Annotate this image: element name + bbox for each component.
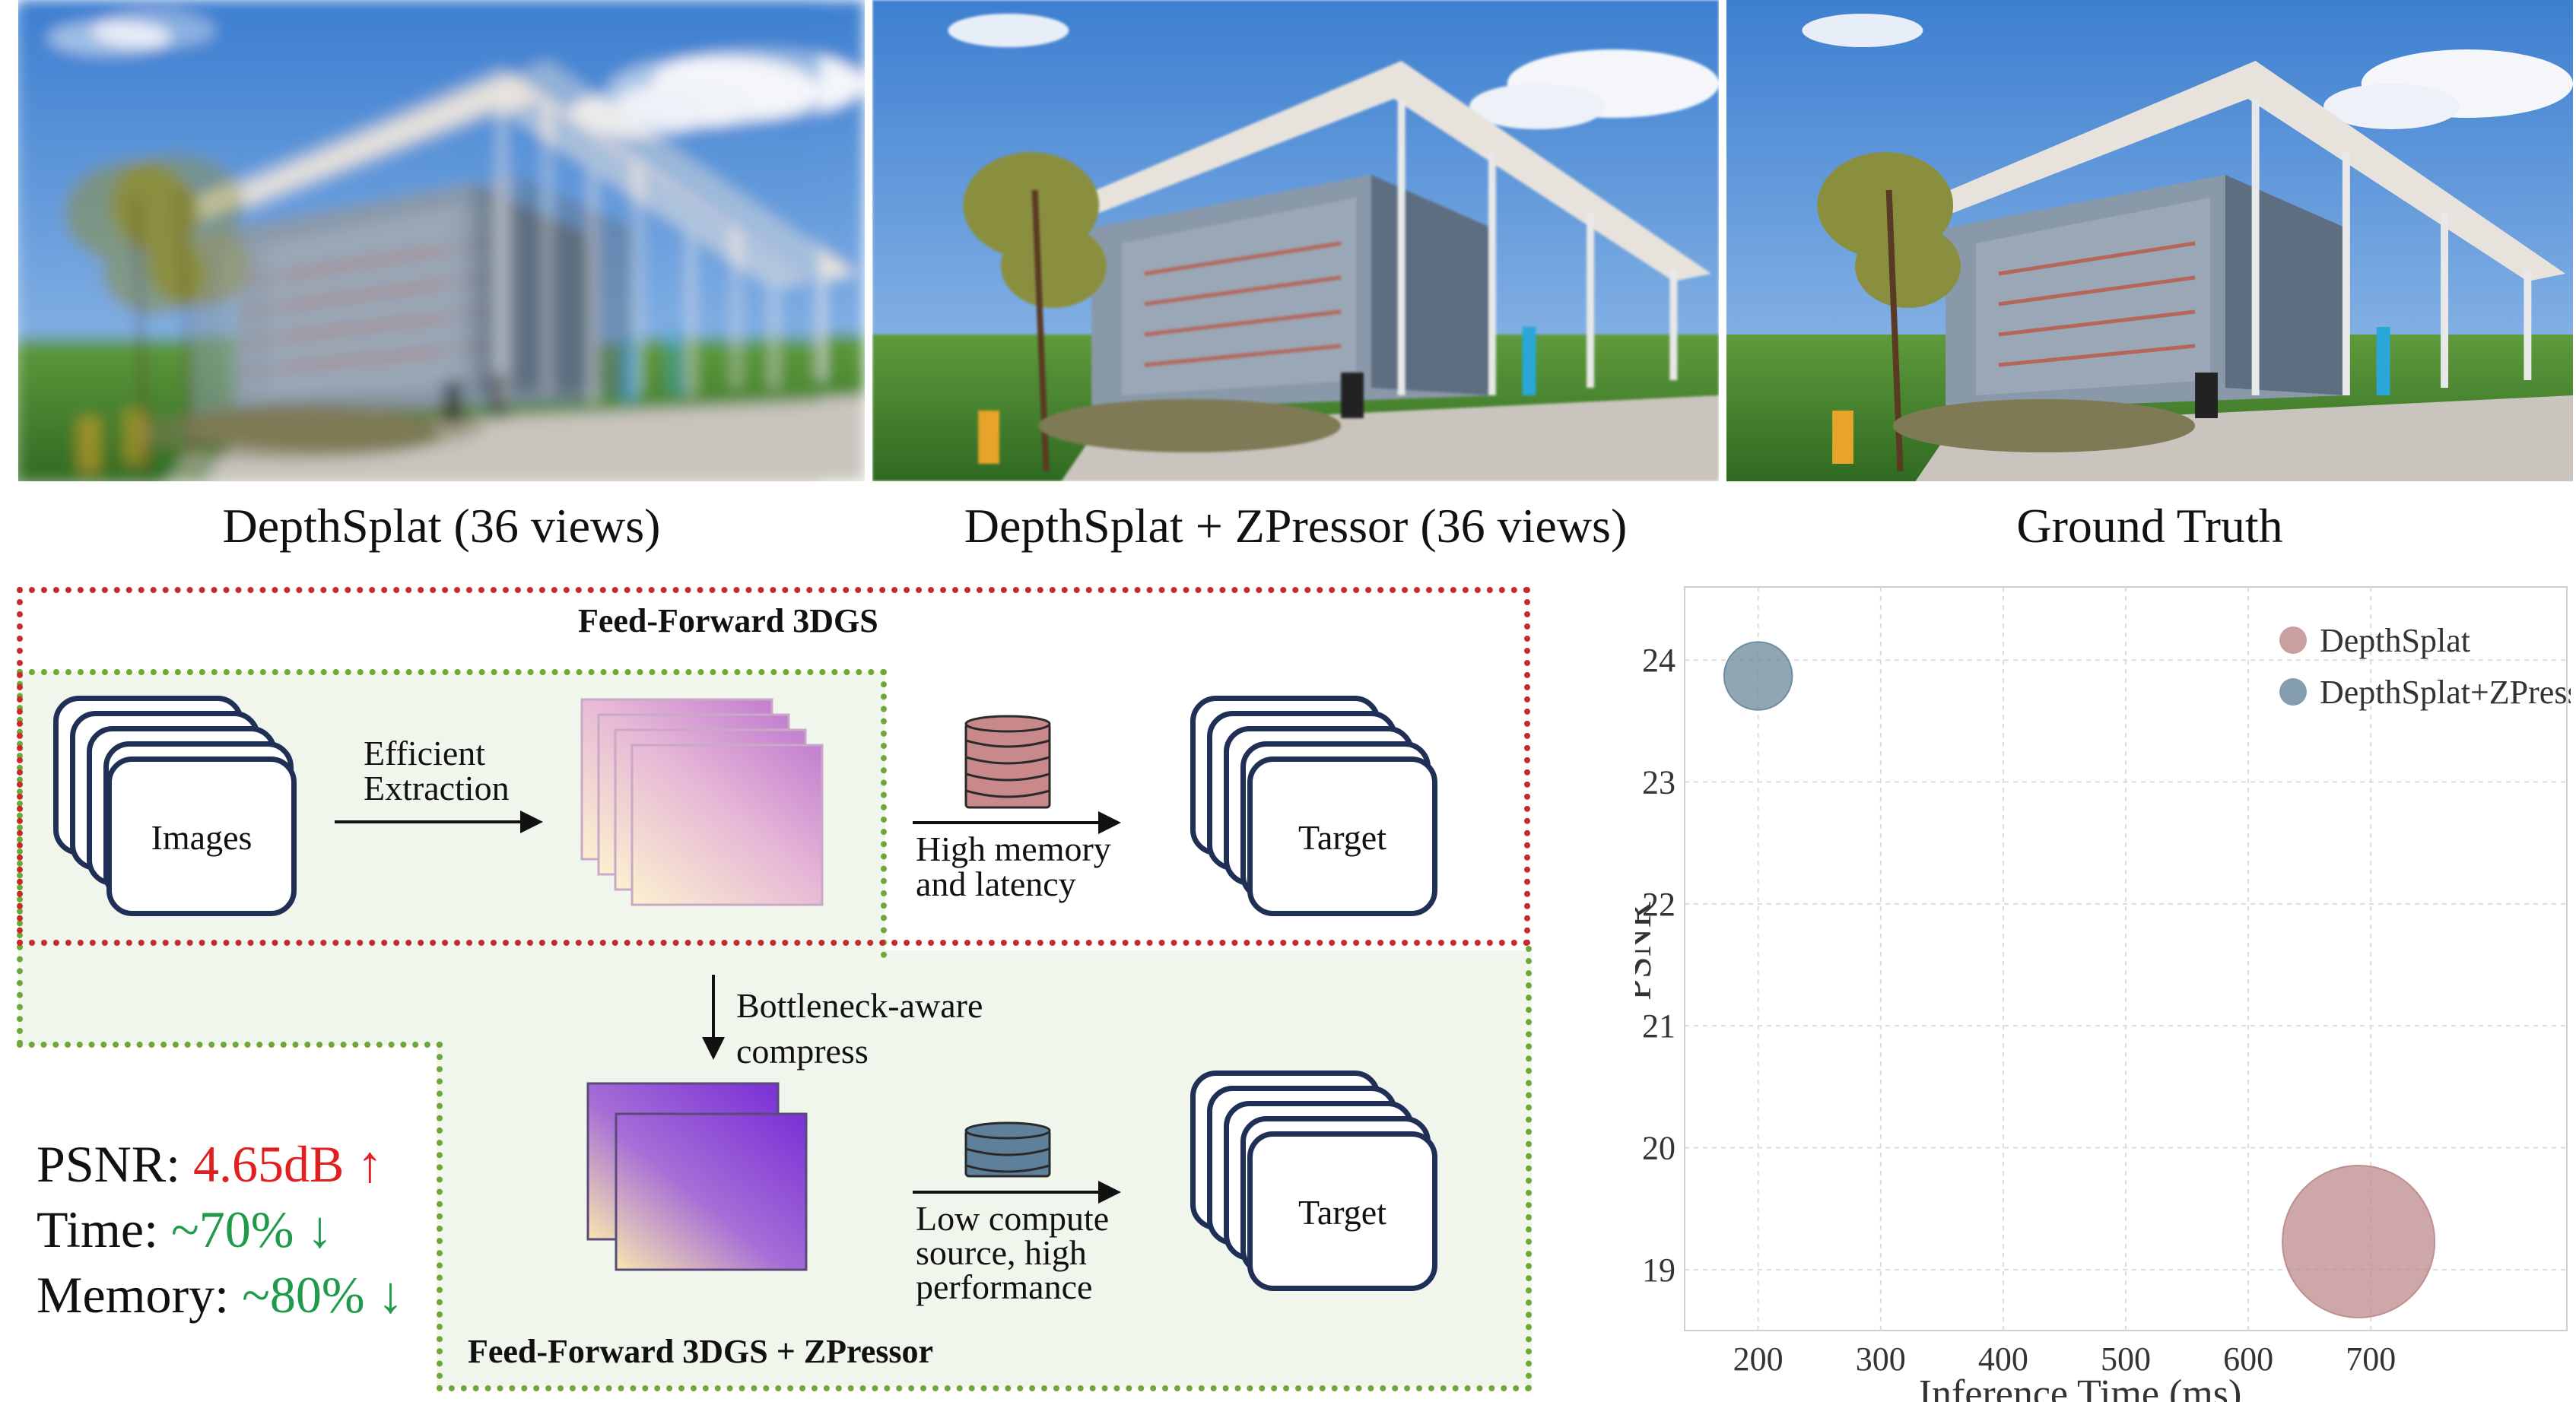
legend-label: DepthSplat	[2320, 622, 2470, 659]
y-tick-label: 23	[1642, 764, 1676, 801]
images-label: Images	[151, 818, 253, 857]
caption-ground-truth: Ground Truth	[2016, 499, 2283, 553]
lowcompute-label: Low compute source, high performance	[916, 1199, 1110, 1307]
down-arrow-icon: ↓	[307, 1201, 333, 1258]
photo-ground-truth	[1726, 0, 2573, 481]
compressed-features	[586, 1082, 808, 1271]
caption-zpressor: DepthSplat + ZPressor (36 views)	[964, 499, 1628, 553]
database-icon-low	[964, 1121, 1051, 1178]
y-tick-label: 21	[1642, 1007, 1676, 1045]
x-axis-label: Inference Time (ms)	[1919, 1372, 2242, 1402]
y-tick-label: 19	[1642, 1251, 1676, 1289]
y-tick-label: 24	[1642, 642, 1676, 679]
x-tick-label: 700	[2346, 1340, 2396, 1378]
x-tick-label: 500	[2101, 1340, 2151, 1378]
down-arrow-icon: ↓	[377, 1266, 404, 1324]
photo-zpressor	[872, 0, 1719, 481]
x-tick-label: 300	[1856, 1340, 1906, 1378]
target-card-top	[1247, 757, 1437, 916]
y-tick-label: 20	[1642, 1130, 1676, 1167]
lowcompute-arrow	[913, 1181, 1121, 1204]
compress-arrow	[702, 975, 725, 1060]
database-icon-high	[964, 715, 1051, 809]
legend-label: DepthSplat+ZPressor	[2320, 674, 2571, 711]
memory-arrow	[913, 811, 1121, 834]
extraction-arrow	[335, 810, 543, 833]
x-tick-label: 600	[2223, 1340, 2273, 1378]
up-arrow-icon: ↑	[357, 1135, 383, 1193]
x-tick-label: 200	[1733, 1340, 1784, 1378]
top-title: Feed-Forward 3DGS	[578, 602, 878, 639]
images-card	[106, 757, 297, 916]
compress-label: Bottleneck-aware compress	[736, 986, 983, 1071]
target-card-bottom	[1247, 1131, 1437, 1291]
metric-memory: Memory: ~80% ↓	[37, 1266, 404, 1324]
feed-forward-box	[17, 587, 1530, 946]
feature-maps	[580, 698, 824, 906]
metric-time: Time: ~70% ↓	[37, 1201, 333, 1258]
y-axis-label: PSNR	[1635, 902, 1660, 1001]
psnr-vs-time-chart: 200 300 400 500 600 700 19 20 21 22 23 24 Inference …	[1635, 586, 2571, 1402]
photo-depthsplat	[18, 0, 865, 481]
legend-marker	[2279, 626, 2307, 654]
data-point-depthsplat	[2282, 1164, 2436, 1318]
target-label-bottom: Target	[1298, 1193, 1386, 1232]
y-tick-label: 22	[1642, 886, 1676, 923]
x-tick-label: 400	[1978, 1340, 2028, 1378]
metric-psnr: PSNR: 4.65dB ↑	[37, 1135, 383, 1193]
caption-depthsplat: DepthSplat (36 views)	[222, 499, 661, 553]
target-label-top: Target	[1298, 818, 1386, 857]
legend-marker	[2279, 678, 2307, 706]
memory-label: High memory and latency	[916, 829, 1111, 903]
extraction-label: Efficient Extraction	[364, 734, 510, 807]
bottom-title: Feed-Forward 3DGS + ZPressor	[468, 1333, 934, 1370]
data-point-depthsplat-zpressor	[1723, 641, 1793, 711]
